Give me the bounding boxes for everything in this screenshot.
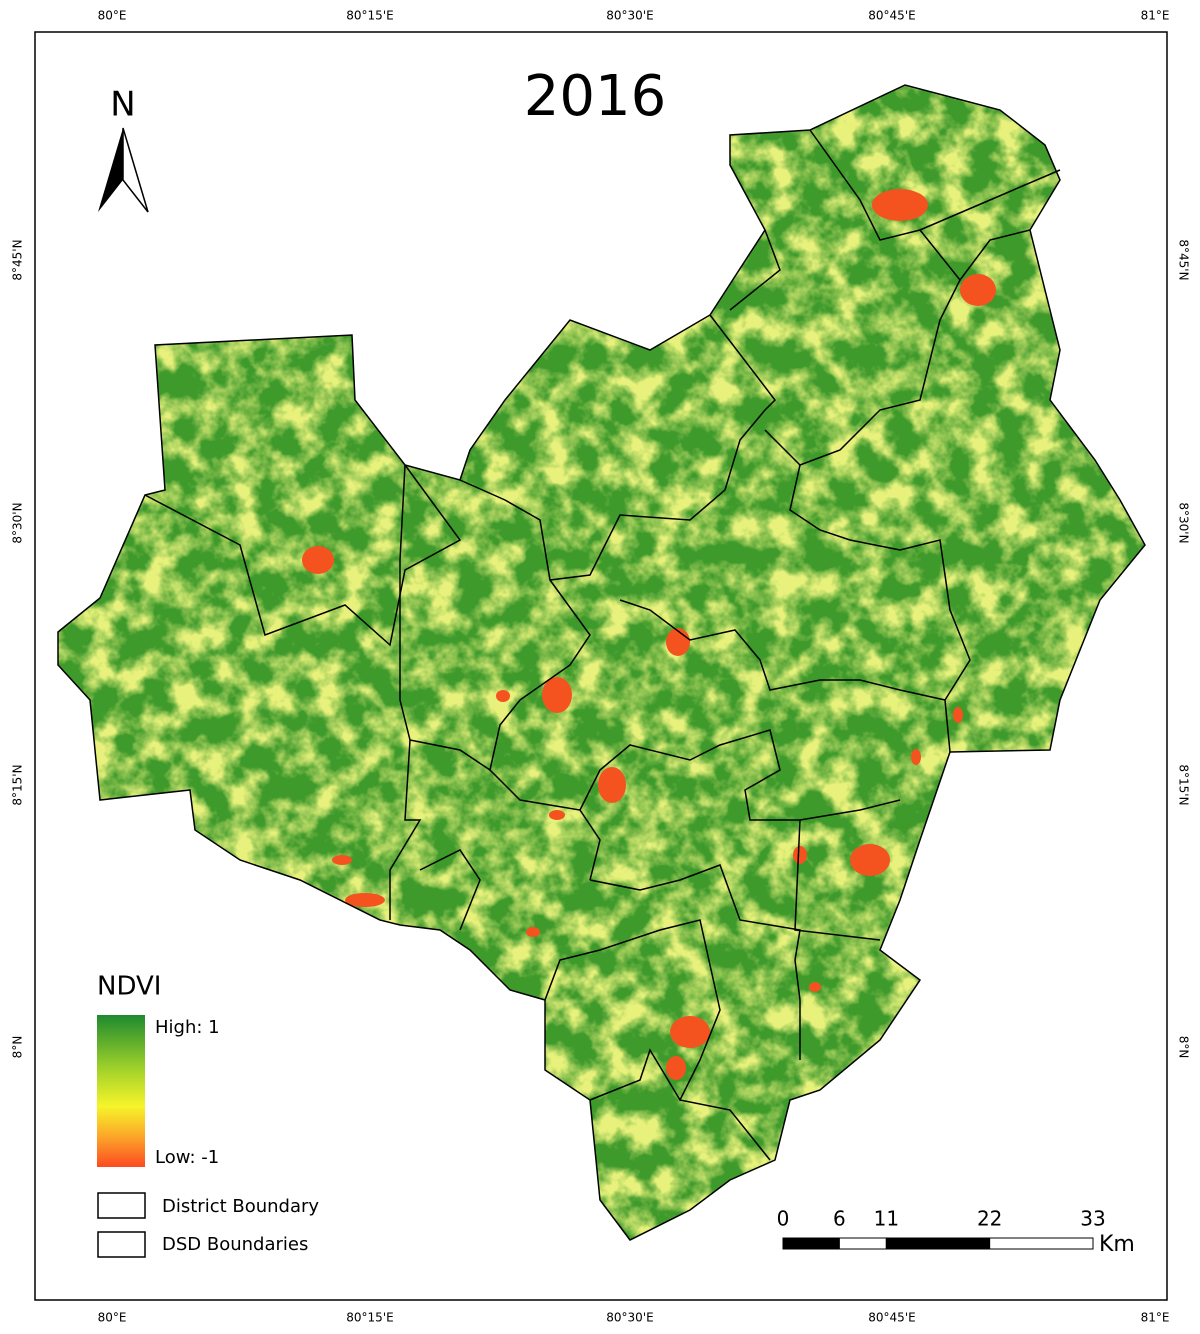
- dsd-boundary: [679, 1099, 771, 1161]
- scale-segment: [885, 1237, 991, 1250]
- legend-ramp: [97, 1015, 145, 1167]
- dsd-boundary: [589, 864, 801, 1060]
- dsd-boundary: [544, 919, 721, 1102]
- legend-entry: District Boundary: [162, 1196, 319, 1217]
- dsd-boundary: [144, 464, 462, 647]
- boundaries: [57, 84, 1146, 1241]
- latitude-label: 8°30'N: [1177, 502, 1191, 543]
- legend-title: NDVI: [97, 972, 161, 1002]
- north-arrow: N: [98, 85, 149, 213]
- dsd-boundary: [619, 599, 946, 701]
- longitude-label: 80°30'E: [606, 1311, 653, 1325]
- dsd-boundary: [389, 464, 422, 920]
- scale-label: 6: [833, 1207, 846, 1231]
- scale-label: 11: [874, 1207, 899, 1231]
- longitude-label: 80°E: [98, 9, 127, 23]
- legend: NDVI High: 1 Low: -1 District Boundary D…: [97, 972, 319, 1258]
- scale-label: 22: [977, 1207, 1002, 1231]
- legend-swatch: [97, 1192, 146, 1219]
- ndvi-raster: [58, 85, 1145, 1240]
- dsd-boundary: [764, 229, 961, 466]
- raster-texture: [58, 85, 1145, 1240]
- longitude-label: 80°45'E: [868, 1311, 915, 1325]
- dsd-boundary: [809, 129, 1061, 241]
- graticule-labels: 80°E 80°E 80°15'E 80°15'E 80°30'E 80°30'E 80°4…: [11, 9, 1191, 1325]
- dsd-boundary: [409, 739, 491, 771]
- dsd-boundary: [459, 314, 776, 581]
- latitude-label: 8°15'N: [11, 764, 25, 805]
- dsd-boundary: [419, 849, 481, 931]
- dsd-boundary: [794, 819, 881, 941]
- north-label: N: [110, 85, 135, 125]
- legend-swatch: [97, 1231, 146, 1258]
- legend-high: High: 1: [155, 1017, 220, 1038]
- arrow-left: [98, 128, 123, 212]
- map-title: 2016: [524, 64, 667, 129]
- longitude-label: 80°15'E: [346, 1311, 393, 1325]
- dsd-boundary: [959, 229, 1031, 281]
- longitude-label: 80°30'E: [606, 9, 653, 23]
- longitude-label: 81°E: [1141, 9, 1170, 23]
- latitude-label: 8°30'N: [11, 502, 25, 543]
- latitude-label: 8°45'N: [11, 239, 25, 280]
- longitude-label: 80°15'E: [346, 9, 393, 23]
- dsd-boundary: [489, 579, 601, 881]
- dsd-boundary: [729, 229, 781, 311]
- map-frame: [34, 31, 1168, 1301]
- arrow-right: [122, 127, 149, 213]
- scale-label: 33: [1080, 1207, 1105, 1231]
- legend-low: Low: -1: [155, 1147, 219, 1168]
- scale-segment: [989, 1237, 1094, 1250]
- scale-segment: [782, 1237, 840, 1250]
- latitude-label: 8°45'N: [1177, 239, 1191, 280]
- scale-unit: Km: [1099, 1232, 1135, 1257]
- latitude-label: 8°N: [1177, 1036, 1191, 1059]
- scale-label: 0: [777, 1207, 790, 1231]
- latitude-label: 8°15'N: [1177, 764, 1191, 805]
- dsd-boundary: [579, 729, 901, 821]
- scale-segment: [838, 1237, 887, 1250]
- longitude-label: 80°45'E: [868, 9, 915, 23]
- legend-entry: DSD Boundaries: [162, 1234, 308, 1255]
- longitude-label: 80°E: [98, 1311, 127, 1325]
- dsd-boundary: [789, 464, 971, 753]
- longitude-label: 81°E: [1141, 1311, 1170, 1325]
- latitude-label: 8°N: [11, 1036, 25, 1059]
